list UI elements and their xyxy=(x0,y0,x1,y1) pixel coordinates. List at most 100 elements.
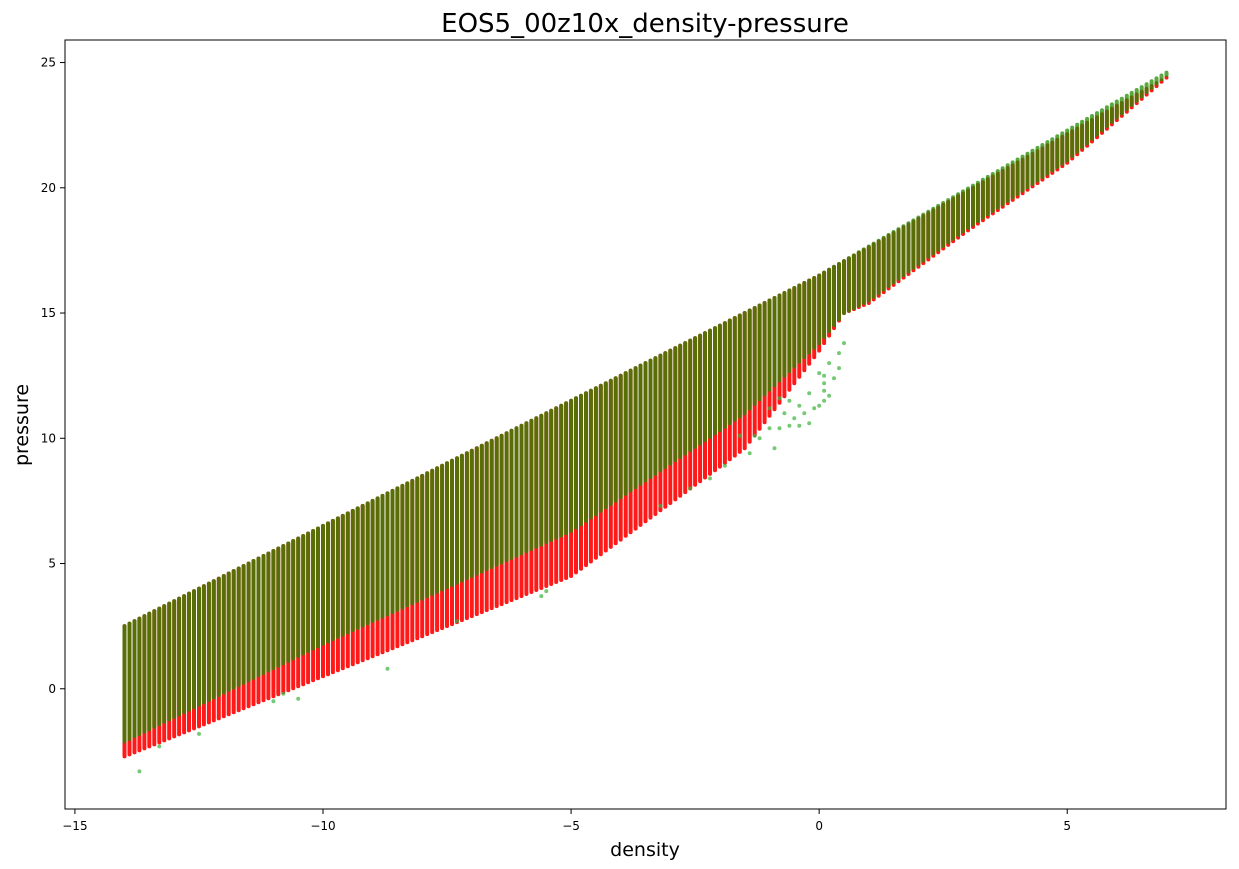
data-point xyxy=(792,416,797,421)
data-point xyxy=(539,594,544,599)
data-column xyxy=(951,195,956,241)
data-column xyxy=(1124,93,1129,112)
data-column xyxy=(1050,137,1055,173)
data-column xyxy=(266,551,271,673)
data-column xyxy=(1075,122,1080,154)
data-column xyxy=(1085,116,1090,146)
data-column xyxy=(152,609,157,729)
data-column xyxy=(365,501,370,626)
data-column xyxy=(966,186,970,230)
data-column xyxy=(474,446,479,576)
y-axis: 0 5 10 15 20 25 xyxy=(41,56,65,696)
data-column xyxy=(822,270,827,340)
data-point xyxy=(787,398,792,403)
data-point xyxy=(807,391,812,396)
data-column xyxy=(906,221,911,274)
data-column xyxy=(177,596,182,717)
data-column xyxy=(370,498,375,624)
data-point xyxy=(385,666,390,671)
data-column xyxy=(385,491,390,617)
data-column xyxy=(410,478,415,606)
data-column xyxy=(455,456,459,585)
data-column xyxy=(961,189,965,234)
points-layer xyxy=(122,70,1169,774)
data-column xyxy=(1114,99,1119,120)
data-column xyxy=(226,571,231,692)
data-column xyxy=(127,621,132,741)
data-column xyxy=(1060,131,1065,166)
data-column xyxy=(301,534,306,656)
data-column xyxy=(514,426,519,558)
data-column xyxy=(276,546,281,668)
data-column xyxy=(489,438,494,569)
y-tick-label: 5 xyxy=(48,557,56,571)
y-tick-label: 25 xyxy=(41,56,56,70)
data-column xyxy=(866,244,871,303)
data-column xyxy=(400,483,405,610)
data-column xyxy=(291,539,296,661)
data-column xyxy=(534,416,539,549)
data-column xyxy=(703,331,707,443)
data-column xyxy=(861,247,866,305)
data-column xyxy=(425,471,430,599)
data-point xyxy=(455,619,459,624)
data-column xyxy=(1070,125,1075,158)
data-column xyxy=(504,431,509,563)
data-column xyxy=(544,411,549,545)
data-column xyxy=(722,321,727,429)
data-column xyxy=(484,441,489,572)
data-column xyxy=(524,421,529,554)
data-column xyxy=(683,341,688,456)
data-column xyxy=(435,466,440,594)
data-column xyxy=(147,611,152,732)
x-axis: −15 −10 −5 0 5 xyxy=(62,809,1071,833)
data-column xyxy=(162,604,167,724)
data-column xyxy=(901,224,906,278)
data-column xyxy=(172,599,177,719)
data-column xyxy=(762,301,767,397)
data-point xyxy=(688,486,693,491)
data-point xyxy=(722,463,727,468)
data-column xyxy=(638,363,643,486)
data-column xyxy=(445,461,449,590)
data-column xyxy=(688,338,693,453)
data-column xyxy=(713,326,717,436)
data-point xyxy=(812,406,817,411)
data-column xyxy=(142,614,147,734)
data-point xyxy=(802,411,807,416)
data-column xyxy=(678,343,683,459)
data-column xyxy=(1095,111,1099,137)
data-point xyxy=(817,403,822,408)
data-point xyxy=(827,361,832,366)
data-column xyxy=(708,328,712,439)
data-column xyxy=(832,264,836,328)
data-column xyxy=(192,589,196,710)
x-tick-label: −5 xyxy=(562,819,580,833)
data-column xyxy=(122,624,127,744)
data-column xyxy=(916,215,921,267)
data-column xyxy=(564,401,569,536)
data-column xyxy=(985,174,990,217)
data-column xyxy=(1040,143,1045,180)
data-column xyxy=(747,308,752,411)
data-column xyxy=(494,436,499,567)
data-point xyxy=(797,423,802,428)
y-axis-label: pressure xyxy=(11,384,33,466)
data-point xyxy=(544,589,549,594)
data-column xyxy=(311,529,316,651)
data-point xyxy=(787,423,792,428)
data-column xyxy=(132,619,137,739)
data-column xyxy=(1164,70,1169,78)
data-column xyxy=(256,556,261,678)
data-column xyxy=(1005,163,1010,203)
data-point xyxy=(837,351,841,356)
data-column xyxy=(1055,134,1060,169)
data-column xyxy=(216,576,221,697)
data-column xyxy=(792,286,797,369)
data-column xyxy=(1010,160,1015,200)
data-column xyxy=(519,423,524,556)
data-column xyxy=(509,428,514,560)
data-column xyxy=(946,198,951,245)
data-column xyxy=(797,283,802,364)
data-column xyxy=(206,581,211,702)
